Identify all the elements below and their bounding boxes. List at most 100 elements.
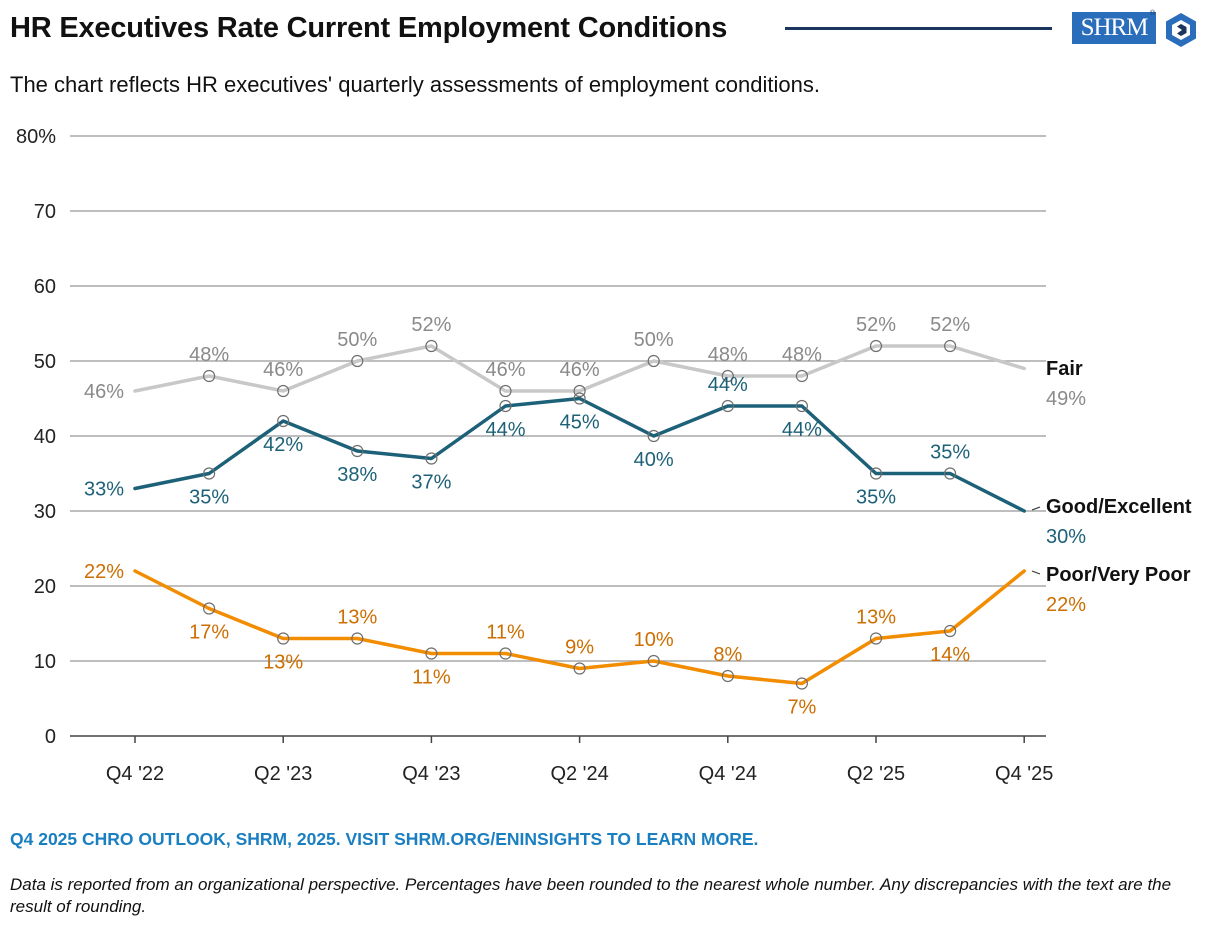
data-label-poor: 10% <box>634 629 674 651</box>
data-label-good: 35% <box>856 487 896 509</box>
data-label-fair: 48% <box>782 344 822 366</box>
data-label-poor: 11% <box>412 667 451 689</box>
line-chart: 0 10 20 30 40 50 60 70 80% Q4 '22 Q2 '23 Q4 '23 Q2 '… <box>16 126 1192 785</box>
data-point-poor <box>943 624 957 638</box>
y-tick-label: 50 <box>34 351 56 373</box>
x-tick-label: Q4 '23 <box>402 763 460 785</box>
data-label-fair: 46% <box>84 381 124 403</box>
data-label-fair: 46% <box>560 359 600 381</box>
data-label-poor: 9% <box>565 637 594 659</box>
data-label-good: 33% <box>84 479 124 501</box>
axis-layer: 0 10 20 30 40 50 60 70 80% Q4 '22 Q2 '23 Q4 '23 Q2 '… <box>16 126 1053 785</box>
data-label-poor: 14% <box>930 644 970 666</box>
logo-registered-mark: ® <box>1150 10 1156 17</box>
data-point-good <box>499 399 512 413</box>
grid-layer <box>70 135 1046 662</box>
data-label-poor: 13% <box>263 652 303 674</box>
data-point-good <box>425 452 438 465</box>
x-tick-label: Q4 '25 <box>995 763 1053 785</box>
y-tick-label: 70 <box>34 201 56 223</box>
data-point-fair <box>869 339 883 353</box>
data-label-poor: 22% <box>84 561 124 583</box>
data-label-good: 42% <box>263 434 303 456</box>
series-layer <box>133 339 1026 690</box>
shrm-logo: SHRM <box>1072 12 1156 44</box>
x-tick-label: Q4 '24 <box>699 763 757 785</box>
data-label-good: 45% <box>560 412 600 434</box>
data-label-poor: 22% <box>1046 594 1086 616</box>
data-label-good: 44% <box>782 419 822 441</box>
data-label-fair: 52% <box>411 314 451 336</box>
data-label-fair: 46% <box>485 359 525 381</box>
data-label-poor: 13% <box>856 607 896 629</box>
y-tick-label: 0 <box>45 726 56 748</box>
data-label-good: 40% <box>634 449 674 471</box>
data-label-poor: 17% <box>189 622 229 644</box>
series-line-fair <box>133 344 1026 393</box>
series-name-fair: Fair <box>1046 358 1083 380</box>
data-point-good <box>573 392 586 405</box>
data-label-good: 44% <box>708 374 748 396</box>
data-point-fair <box>499 384 512 398</box>
data-point-good <box>795 399 809 413</box>
data-point-poor <box>425 647 438 660</box>
data-point-poor <box>499 647 512 660</box>
y-tick-label: 20 <box>34 576 56 598</box>
data-point-fair <box>351 354 364 368</box>
label-layer: 46% 48% 46% 50% 52% 46% 46% 50% 48% 48% 52% 52% 49% 3… <box>84 314 1192 719</box>
data-label-good: 38% <box>337 464 377 486</box>
y-tick-label: 30 <box>34 501 56 523</box>
data-label-poor: 7% <box>787 697 816 719</box>
data-point-fair <box>277 384 290 398</box>
leader-line-poor <box>1031 570 1041 575</box>
data-label-fair: 52% <box>856 314 896 336</box>
data-point-fair <box>943 339 957 353</box>
series-line-poor <box>133 569 1026 686</box>
data-point-poor <box>869 632 883 645</box>
data-point-poor <box>647 654 660 668</box>
data-label-fair: 48% <box>708 344 748 366</box>
data-point-fair <box>203 369 216 383</box>
data-point-fair <box>573 384 586 398</box>
data-point-good <box>943 467 957 480</box>
data-point-good <box>721 399 734 413</box>
data-label-good: 44% <box>485 419 525 441</box>
data-point-poor <box>795 677 809 690</box>
leader-line-good <box>1031 506 1041 511</box>
y-tick-label: 10 <box>34 651 56 673</box>
data-label-fair: 48% <box>189 344 229 366</box>
data-label-good: 35% <box>189 487 229 509</box>
chart-subtitle: The chart reflects HR executives' quarte… <box>10 72 820 97</box>
data-label-fair: 50% <box>634 329 674 351</box>
data-label-poor: 8% <box>713 644 742 666</box>
data-label-fair: 52% <box>930 314 970 336</box>
x-tick-label: Q2 '25 <box>847 763 905 785</box>
data-point-good <box>647 429 660 443</box>
x-tick-label: Q4 '22 <box>106 763 164 785</box>
shrm-hexagon-icon <box>1166 13 1196 47</box>
series-name-poor: Poor/Very Poor <box>1046 564 1191 586</box>
data-label-fair: 46% <box>263 359 303 381</box>
series-line-good <box>133 396 1026 513</box>
data-label-poor: 13% <box>337 607 377 629</box>
x-tick-label: Q2 '23 <box>254 763 312 785</box>
data-label-good: 37% <box>411 472 451 494</box>
data-point-good <box>203 467 216 480</box>
data-point-poor <box>203 602 216 615</box>
data-point-poor <box>351 632 364 645</box>
data-point-good <box>869 467 883 480</box>
y-tick-label: 40 <box>34 426 56 448</box>
source-note: Q4 2025 CHRO OUTLOOK, SHRM, 2025. VISIT … <box>10 829 759 849</box>
data-label-fair: 49% <box>1046 388 1086 410</box>
data-point-fair <box>425 339 438 353</box>
chart-title: HR Executives Rate Current Employment Co… <box>10 12 728 44</box>
footnote: Data is reported from an organizational … <box>10 875 1172 916</box>
y-tick-label: 60 <box>34 276 56 298</box>
data-point-poor <box>573 662 586 675</box>
data-label-poor: 11% <box>486 622 525 644</box>
data-point-good <box>351 444 364 458</box>
series-name-good: Good/Excellent <box>1046 496 1192 518</box>
data-label-fair: 50% <box>337 329 377 351</box>
data-point-good <box>277 414 290 428</box>
x-tick-label: Q2 '24 <box>550 763 608 785</box>
